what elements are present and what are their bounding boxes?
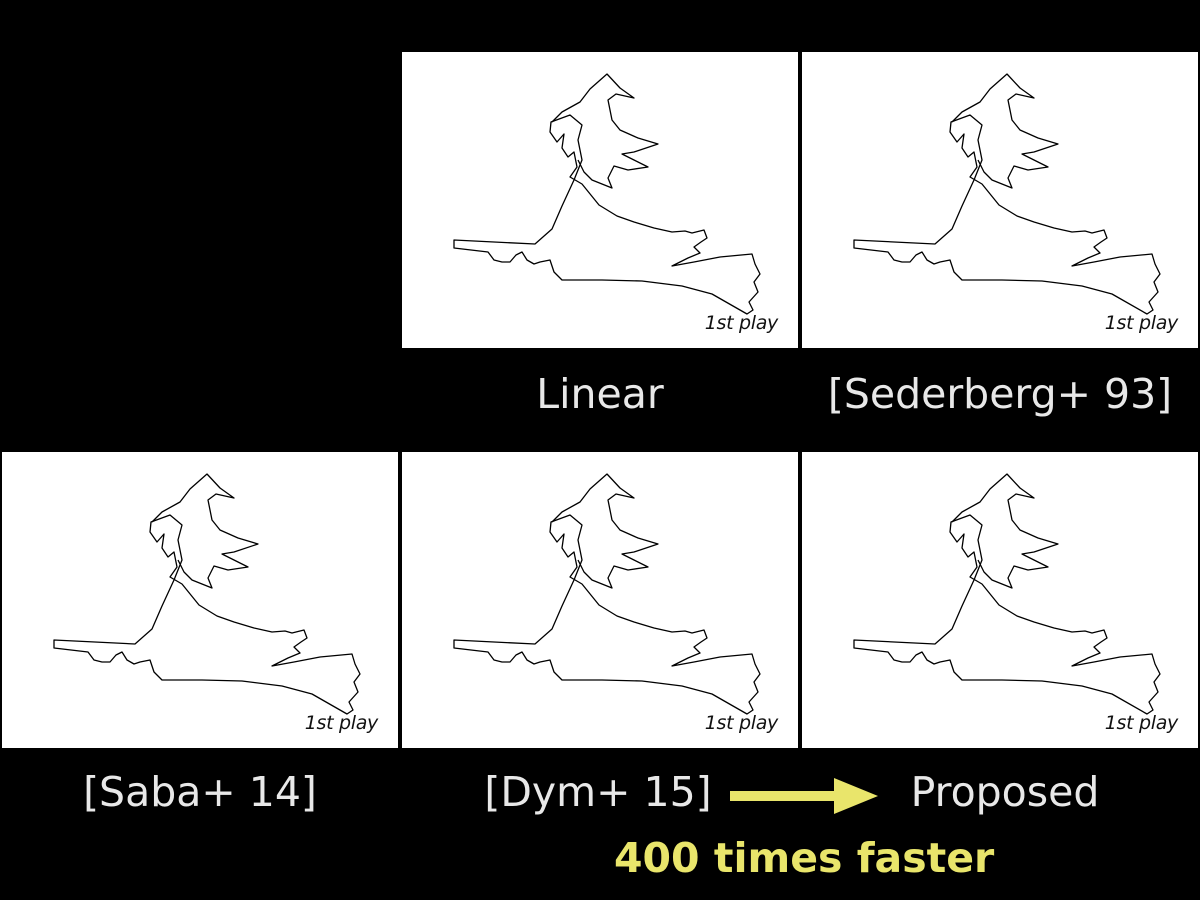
caption-proposed: Proposed bbox=[910, 768, 1100, 816]
play-count-label: 1st play bbox=[304, 712, 379, 734]
witch-drawing bbox=[853, 473, 1161, 715]
caption-linear: Linear bbox=[536, 370, 664, 418]
caption-sederberg: [Sederberg+ 93] bbox=[827, 370, 1173, 418]
caption-dym: [Dym+ 15] bbox=[484, 768, 712, 816]
right-arrow-icon bbox=[730, 778, 878, 814]
animation-panel-proposed: 1st play bbox=[802, 452, 1198, 748]
play-count-label: 1st play bbox=[1104, 712, 1179, 734]
witch-drawing bbox=[853, 73, 1161, 315]
animation-panel-saba: 1st play bbox=[2, 452, 398, 748]
witch-drawing bbox=[453, 473, 761, 715]
caption-saba: [Saba+ 14] bbox=[83, 768, 317, 816]
animation-panel-sederberg: 1st play bbox=[802, 52, 1198, 348]
witch-drawing bbox=[53, 473, 361, 715]
speedup-highlight: 400 times faster bbox=[614, 834, 995, 882]
play-count-label: 1st play bbox=[704, 312, 779, 334]
animation-panel-linear: 1st play bbox=[402, 52, 798, 348]
play-count-label: 1st play bbox=[704, 712, 779, 734]
witch-drawing bbox=[453, 73, 761, 315]
play-count-label: 1st play bbox=[1104, 312, 1179, 334]
animation-panel-dym: 1st play bbox=[402, 452, 798, 748]
